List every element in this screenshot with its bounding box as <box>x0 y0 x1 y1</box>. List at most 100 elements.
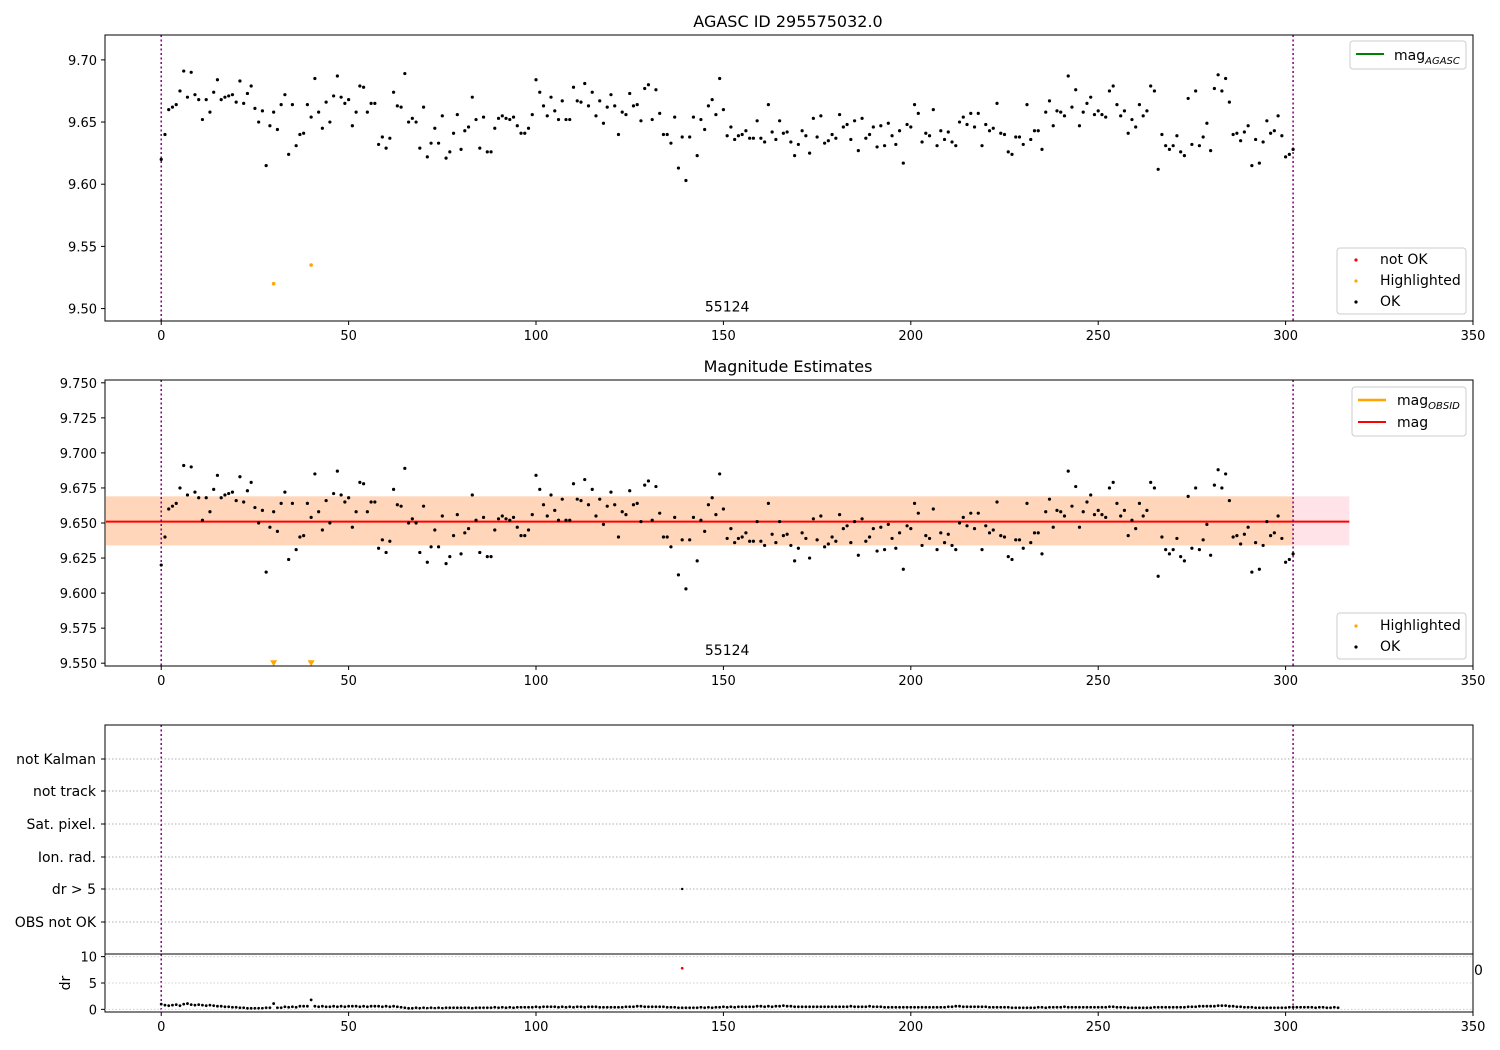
dr-point <box>763 1005 767 1009</box>
data-point <box>425 560 429 564</box>
dr-point <box>1224 1004 1228 1008</box>
dr-point <box>1198 1004 1201 1008</box>
dr-point <box>650 1005 654 1009</box>
data-point <box>1014 135 1018 139</box>
y-tick-label: 9.550 <box>60 657 97 672</box>
data-point <box>733 541 737 545</box>
dr-point <box>639 1004 643 1008</box>
data-point <box>1190 546 1194 550</box>
data-point <box>673 515 677 519</box>
dr-point <box>1108 1005 1111 1009</box>
dr-point <box>444 1006 448 1010</box>
dr-point <box>564 1005 568 1009</box>
data-point <box>197 496 201 500</box>
data-point <box>875 549 879 553</box>
data-point <box>1070 504 1074 508</box>
dr-point <box>1280 1006 1284 1010</box>
data-point <box>347 496 351 500</box>
dr-point <box>1235 1005 1239 1009</box>
data-point <box>834 136 838 140</box>
dr-point <box>298 1004 302 1008</box>
data-point <box>987 531 992 535</box>
dr-point <box>1231 1004 1235 1008</box>
dr-outlier-point <box>680 966 684 970</box>
data-point <box>519 534 523 538</box>
dr-point <box>916 1005 920 1009</box>
data-point <box>511 115 516 119</box>
data-point <box>1010 152 1014 156</box>
data-point <box>766 501 770 505</box>
dr-point <box>950 1005 954 1009</box>
dr-point <box>1171 1005 1175 1009</box>
data-point <box>931 108 935 112</box>
dr-point <box>838 1005 841 1009</box>
dr-point <box>864 1005 868 1009</box>
x-tick-label: 250 <box>1086 1020 1111 1035</box>
data-point <box>991 528 995 532</box>
data-point <box>455 512 459 517</box>
dr-point <box>246 1006 249 1010</box>
dr-point <box>1175 1005 1179 1009</box>
x-tick-label: 150 <box>711 674 736 689</box>
data-point <box>429 141 433 145</box>
legend-marker-highlighted <box>1354 279 1358 283</box>
data-point <box>313 76 317 81</box>
data-point <box>1175 536 1179 541</box>
legend-marker-highlighted <box>1354 624 1358 628</box>
dr-point <box>1145 1006 1149 1010</box>
data-point <box>245 91 250 96</box>
data-point <box>1096 508 1100 512</box>
dr-point <box>894 1005 898 1009</box>
dr-point <box>871 1005 875 1009</box>
data-point <box>1074 88 1078 92</box>
data-point <box>796 142 800 147</box>
data-point <box>556 117 561 122</box>
data-point <box>852 519 857 524</box>
data-point <box>1201 538 1205 542</box>
data-point <box>257 521 261 525</box>
data-point <box>661 132 666 137</box>
legend-label-highlighted: Highlighted <box>1380 618 1461 634</box>
data-point <box>500 114 504 118</box>
data-point <box>193 93 197 97</box>
dr-point <box>781 1004 785 1008</box>
dr-point <box>868 1004 871 1008</box>
dr-point <box>737 1005 740 1009</box>
data-point <box>620 510 624 514</box>
data-point <box>841 527 845 531</box>
data-point <box>189 465 193 469</box>
data-point <box>204 496 208 500</box>
dr-point <box>208 1003 212 1007</box>
data-point <box>673 115 677 119</box>
data-point <box>365 110 369 114</box>
dr-point <box>530 1005 534 1009</box>
dr-point <box>946 1005 950 1009</box>
data-point <box>703 529 707 534</box>
dr-point <box>1242 1005 1246 1009</box>
legend-label-ok: OK <box>1380 639 1401 655</box>
data-point <box>1025 103 1029 107</box>
dr-point <box>452 1006 455 1010</box>
data-point <box>676 573 681 577</box>
x-tick-label: 350 <box>1461 1020 1486 1035</box>
data-point <box>579 100 583 104</box>
data-point <box>1284 560 1288 564</box>
y-tick-label: 9.575 <box>60 622 97 637</box>
data-point <box>219 496 223 500</box>
data-point <box>309 115 313 119</box>
x-axis: 0 50 100 150 200 250 300 350 <box>157 666 1485 689</box>
data-point <box>1167 147 1172 151</box>
data-point <box>1220 486 1224 490</box>
dr-point <box>193 1003 197 1007</box>
data-point <box>1051 124 1055 128</box>
data-point <box>335 469 339 473</box>
dr-point <box>602 1005 605 1009</box>
data-point <box>564 117 568 122</box>
data-point <box>635 103 639 107</box>
data-point <box>751 539 755 543</box>
data-point <box>834 539 838 543</box>
dr-point <box>1134 1006 1138 1010</box>
dr-point <box>1096 1005 1100 1009</box>
x-tick-label: 300 <box>1273 329 1298 344</box>
data-point <box>1077 525 1082 529</box>
